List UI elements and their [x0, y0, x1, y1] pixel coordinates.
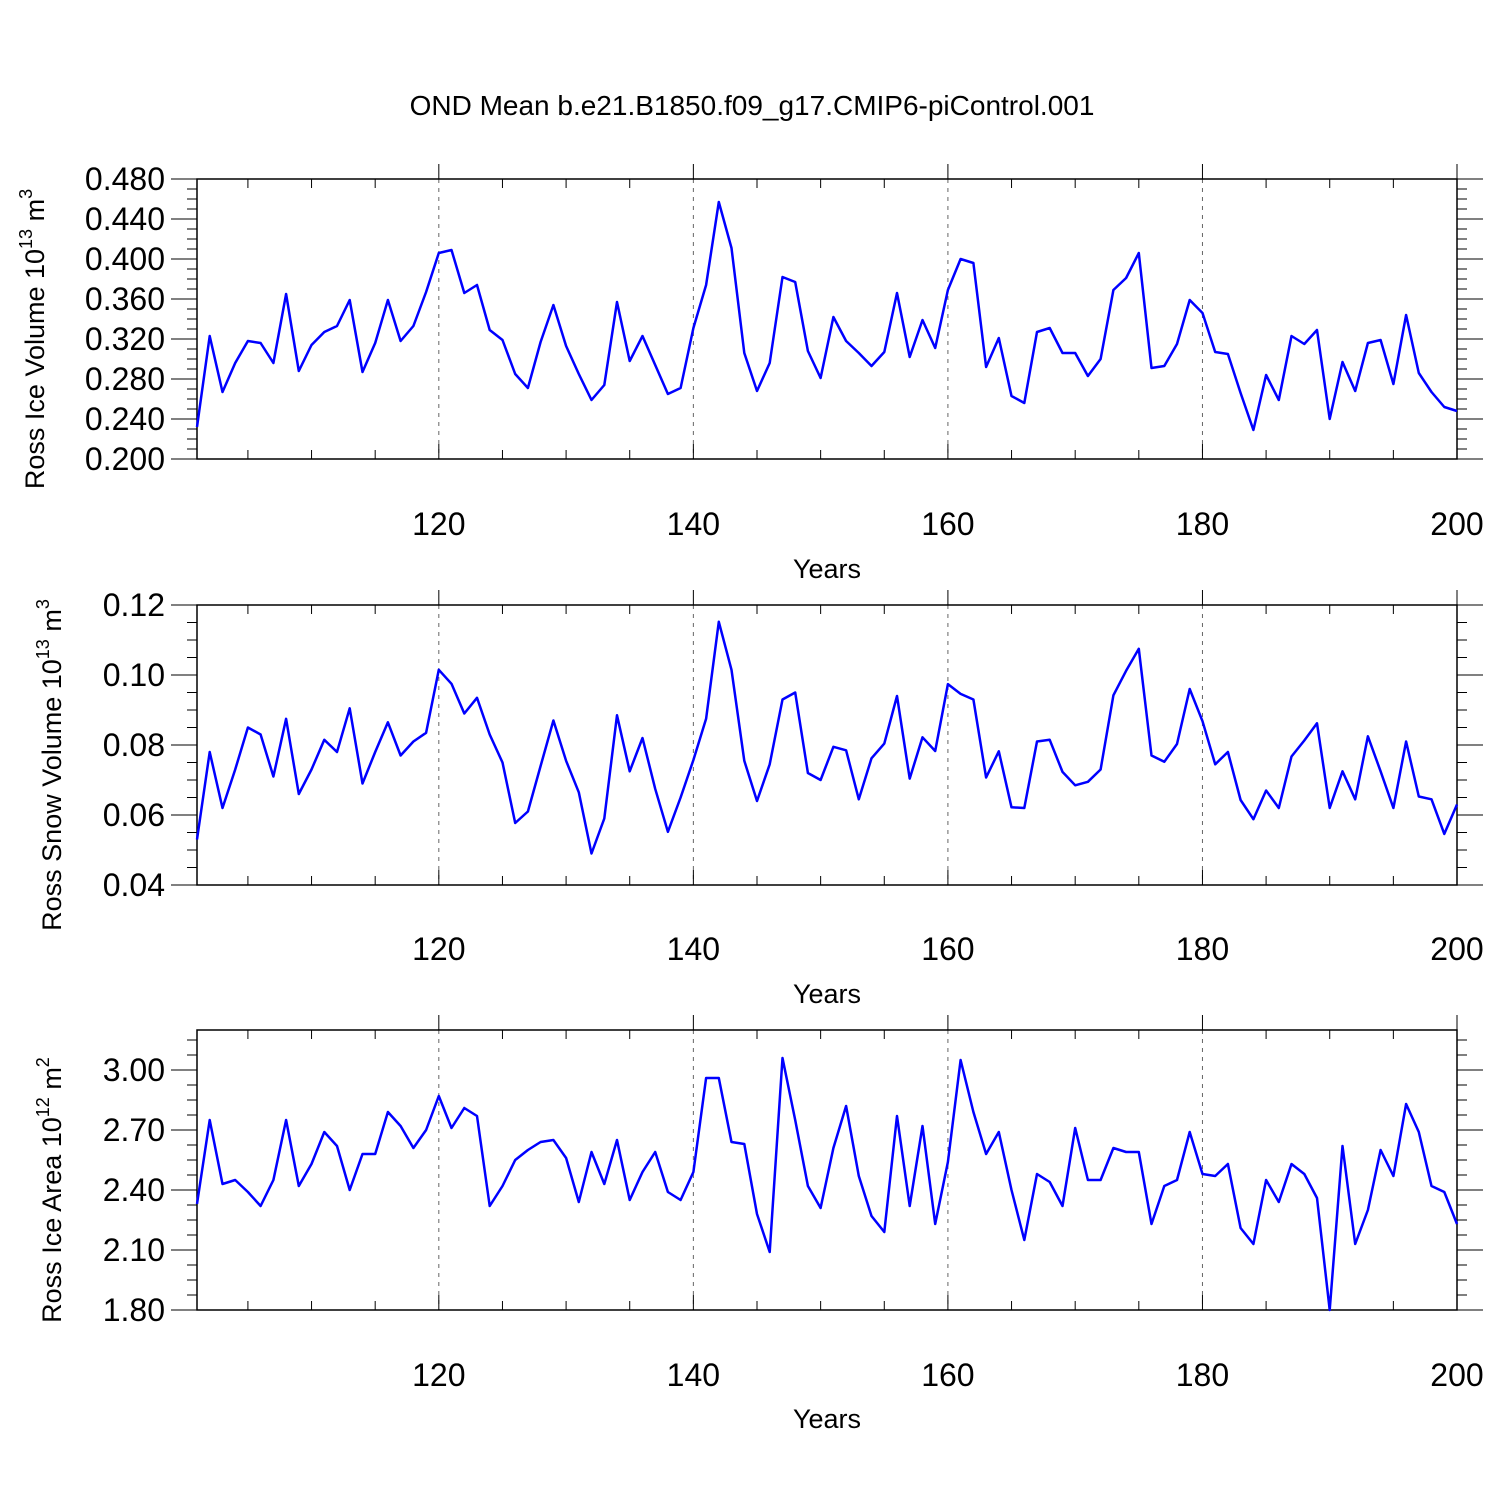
y-tick-label: 0.200 [85, 441, 165, 477]
series-line [195, 200, 1458, 432]
y-tick-label: 2.40 [103, 1172, 165, 1208]
x-tick-label: 160 [921, 1357, 974, 1393]
y-axis-label-exponent: 13 [33, 639, 53, 659]
series-line [195, 620, 1459, 855]
x-tick-label: 120 [412, 1357, 465, 1393]
y-tick-label: 0.280 [85, 361, 165, 397]
y-tick-label: 1.80 [103, 1292, 165, 1328]
y-axis-label-unit-exponent: 2 [33, 1057, 53, 1067]
panel-3: 1.80 2.10 2.40 2.70 3.00 120 140 160 180 200 Years… [33, 1015, 1484, 1434]
panel-2: 0.04 0.06 0.08 0.10 0.12 120 140 160 180 200 Years… [33, 587, 1484, 1009]
x-axis-label: Years [793, 1404, 861, 1434]
y-tick-label: 0.08 [103, 727, 165, 763]
x-tick-label: 120 [412, 506, 465, 542]
x-axis-label: Years [793, 554, 861, 584]
y-axis-label-text: Ross Snow Volume 10 [37, 659, 67, 931]
y-tick-label: 2.10 [103, 1232, 165, 1268]
series-line [195, 1056, 1459, 1312]
plot-frame [196, 178, 1458, 460]
x-axis-label: Years [793, 979, 861, 1009]
y-tick-label: 0.440 [85, 201, 165, 237]
x-tick-label: 140 [667, 931, 720, 967]
y-tick-label: 0.320 [85, 321, 165, 357]
x-tick-label: 200 [1430, 1357, 1483, 1393]
plot-frame [196, 1029, 1458, 1311]
y-axis-label-exponent: 12 [33, 1097, 53, 1117]
plot-frame [196, 604, 1458, 886]
y-axis-label-exponent: 13 [16, 229, 36, 249]
x-tick-label: 120 [412, 931, 465, 967]
y-tick-label: 0.06 [103, 797, 165, 833]
x-tick-label: 160 [921, 931, 974, 967]
y-tick-label: 0.480 [85, 161, 165, 197]
x-tick-label: 180 [1176, 506, 1229, 542]
y-axis-label-unit-exponent: 3 [33, 599, 53, 609]
y-tick-label: 3.00 [103, 1052, 165, 1088]
y-tick-label: 0.240 [85, 401, 165, 437]
y-tick-label: 0.10 [103, 657, 165, 693]
panel-1: 0.200 0.240 0.280 0.320 0.360 0.400 0.440 0.480… [16, 161, 1484, 584]
x-tick-label: 160 [921, 506, 974, 542]
y-axis-label-unit: m [20, 199, 50, 229]
x-tick-label: 200 [1430, 506, 1483, 542]
y-tick-label: 0.400 [85, 241, 165, 277]
y-axis-label-unit-exponent: 3 [16, 189, 36, 199]
y-axis-label: Ross Snow Volume 1013 m3 [33, 599, 67, 931]
y-axis-label: Ross Ice Area 1012 m2 [33, 1057, 67, 1323]
y-axis-label-text: Ross Ice Area 10 [37, 1117, 67, 1323]
y-axis-label: Ross Ice Volume 1013 m3 [16, 189, 50, 489]
y-tick-label: 2.70 [103, 1112, 165, 1148]
y-axis-label-unit: m [37, 609, 67, 639]
x-tick-label: 180 [1176, 1357, 1229, 1393]
panels: 0.200 0.240 0.280 0.320 0.360 0.400 0.440 0.480… [16, 161, 1484, 1434]
chart-title: OND Mean b.e21.B1850.f09_g17.CMIP6-piCon… [410, 90, 1095, 121]
x-tick-label: 200 [1430, 931, 1483, 967]
y-axis-label-text: Ross Ice Volume 10 [20, 249, 50, 489]
x-tick-label: 180 [1176, 931, 1229, 967]
y-axis-label-unit: m [37, 1067, 67, 1097]
y-tick-label: 0.04 [103, 867, 165, 903]
x-tick-label: 140 [667, 1357, 720, 1393]
y-tick-label: 0.360 [85, 281, 165, 317]
x-tick-label: 140 [667, 506, 720, 542]
y-tick-label: 0.12 [103, 587, 165, 623]
